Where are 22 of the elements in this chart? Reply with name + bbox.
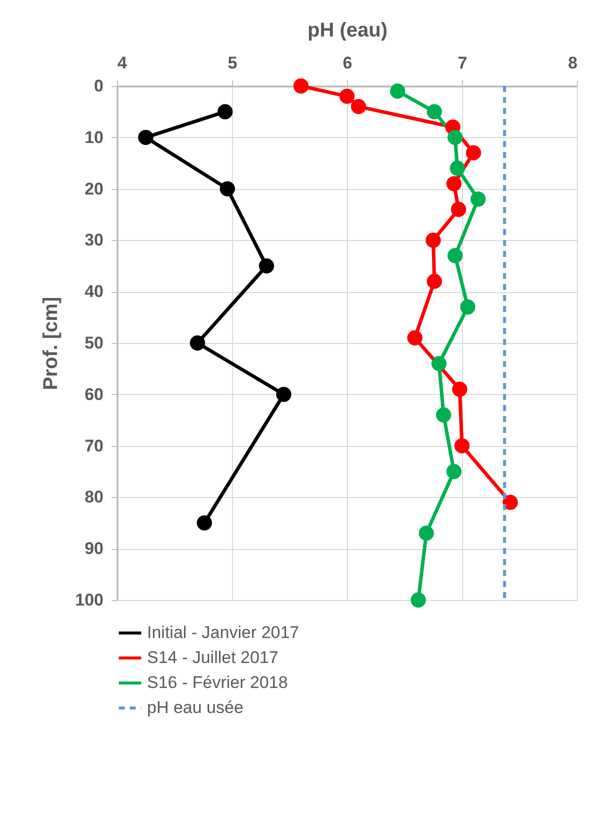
legend-label: S16 - Février 2018: [147, 673, 288, 692]
y-tick-label: 80: [84, 488, 104, 507]
legend-label: S14 - Juillet 2017: [147, 648, 278, 667]
y-tick-label: 70: [84, 436, 104, 456]
x-tick-label: 4: [118, 54, 128, 72]
y-tick-label: 30: [84, 230, 104, 250]
y-tick-label: 40: [84, 282, 104, 302]
legend-label: Initial - Janvier 2017: [147, 623, 300, 642]
y-tick-label: 10: [84, 128, 104, 147]
x-tick-label: 5: [228, 54, 238, 72]
legend-label: pH eau usée: [147, 698, 244, 717]
y-tick-label: 60: [84, 384, 104, 404]
x-tick-label: 7: [458, 54, 468, 72]
y-tick-label: 50: [84, 334, 104, 352]
y-tick-label: 90: [84, 539, 104, 558]
x-tick-label: 8: [568, 54, 578, 72]
y-axis-title: Prof. [cm]: [40, 296, 62, 390]
x-axis-title: pH (eau): [308, 20, 388, 42]
y-tick-label: 0: [94, 76, 104, 96]
y-tick-label: 20: [84, 179, 104, 198]
x-tick-label: 6: [342, 54, 352, 72]
y-tick-label: 100: [75, 590, 104, 610]
